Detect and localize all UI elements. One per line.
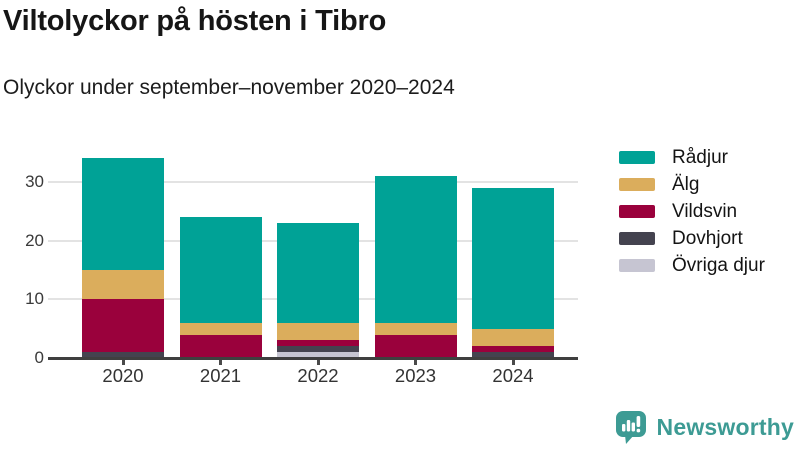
bar-segment-2020-Dovhjort [82, 352, 164, 358]
bar-segment-2022-Övriga djur [277, 352, 359, 358]
legend-item-Vildsvin: Vildsvin [619, 198, 765, 225]
bar-segment-2020-Älg [82, 269, 164, 300]
bar-segment-2024-Dovhjort [472, 352, 554, 358]
legend-label: Övriga djur [672, 254, 765, 276]
newsworthy-logo-icon [615, 411, 646, 444]
bar-segment-2022-Älg [277, 322, 359, 341]
legend-swatch-Dovhjort [619, 232, 655, 245]
bar-segment-2023-Älg [374, 322, 457, 335]
branding: Newsworthy [615, 410, 794, 445]
x-axis-tick [121, 360, 125, 365]
bar-segment-2023-Rådjur [374, 175, 457, 323]
y-axis-tick-label: 30 [25, 171, 44, 191]
chart-title: Viltolyckor på hösten i Tibro [3, 5, 387, 37]
bar-segment-2022-Vildsvin [277, 340, 359, 347]
legend-item-Övriga djur: Övriga djur [619, 252, 765, 279]
legend-item-Rådjur: Rådjur [619, 144, 765, 171]
x-axis-line [48, 357, 578, 360]
gridline-y30 [48, 180, 578, 183]
bar-segment-2022-Dovhjort [277, 346, 359, 353]
legend-swatch-Rådjur [619, 151, 655, 164]
x-axis-category-label: 2024 [492, 365, 534, 386]
y-axis-tick-label: 0 [34, 348, 44, 367]
bar-segment-2020-Vildsvin [82, 299, 164, 353]
legend-label: Dovhjort [672, 227, 743, 249]
legend-label: Vildsvin [672, 200, 738, 222]
bar-segment-2021-Rådjur [179, 217, 262, 323]
bar-segment-2024-Rådjur [472, 187, 554, 329]
x-axis-category-label: 2022 [297, 365, 339, 386]
legend-swatch-Älg [619, 178, 655, 191]
x-axis-tick [316, 360, 320, 365]
legend-swatch-Övriga djur [619, 259, 655, 272]
chart-subtitle: Olyckor under september–november 2020–20… [3, 76, 455, 99]
legend-swatch-Vildsvin [619, 205, 655, 218]
newsworthy-logo-text: Newsworthy [656, 414, 794, 440]
x-axis-category-label: 2021 [199, 365, 242, 386]
legend-item-Dovhjort: Dovhjort [619, 225, 765, 252]
legend-item-Älg: Älg [619, 171, 765, 198]
bar-segment-2024-Vildsvin [472, 346, 554, 353]
legend: Rådjur Älg Vildsvin Dovhjort Övriga djur [619, 144, 765, 279]
legend-label: Älg [672, 173, 700, 195]
x-axis-category-label: 2023 [394, 365, 437, 386]
bar-segment-2022-Rådjur [277, 222, 359, 323]
bar-segment-2021-Vildsvin [179, 334, 262, 358]
x-axis-tick [414, 360, 417, 365]
bar-segment-2023-Vildsvin [374, 334, 457, 358]
legend-label: Rådjur [672, 146, 728, 168]
x-axis-tick [511, 360, 515, 365]
bar-segment-2024-Älg [472, 328, 554, 347]
x-axis-tick [219, 360, 222, 365]
bar-segment-2020-Rådjur [82, 158, 164, 270]
y-axis-tick-label: 20 [25, 230, 44, 250]
bar-segment-2021-Älg [179, 322, 262, 335]
x-axis-category-label: 2020 [102, 365, 144, 386]
y-axis-tick-label: 10 [25, 289, 44, 309]
